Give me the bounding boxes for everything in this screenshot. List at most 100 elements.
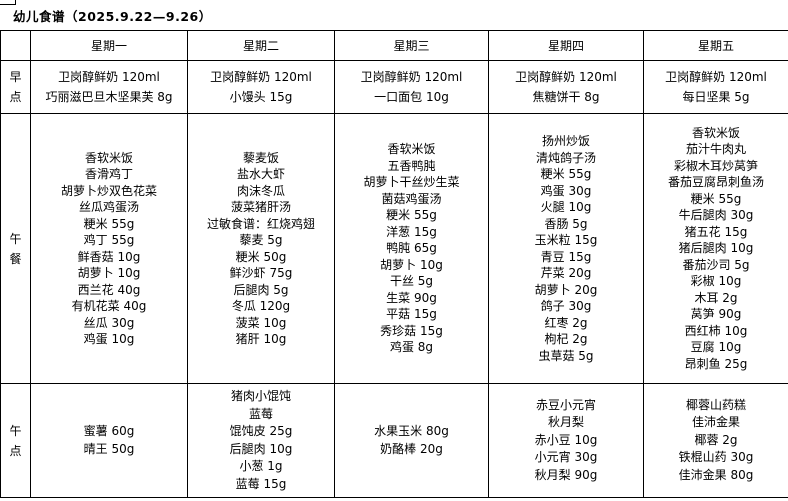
menu-item: 每日坚果 5g [682, 90, 750, 104]
menu-item: 彩椒 10g [690, 274, 742, 289]
menu-item: 秋月梨 [547, 415, 584, 430]
menu-item: 丝瓜鸡蛋汤 [78, 200, 139, 214]
menu-item: 胡萝卜炒双色花菜 [60, 183, 157, 198]
menu-cell-breakfast-day3: 卫岗醇鲜奶 120ml 一口面包 10g [334, 60, 489, 114]
menu-item: 小葱 1g [239, 459, 283, 473]
menu-item: 粳米 55g [386, 208, 437, 223]
menu-item: 铁棍山药 30g [678, 450, 754, 465]
menu-cell-snack-day2: 猪肉小馄饨 蓝莓 馄饨皮 25g 后腿肉 10g 小葱 1g 蓝莓 15g [187, 383, 335, 498]
row-label-snack: 午点 [0, 383, 31, 498]
menu-item: 胡萝卜干丝炒生菜 [363, 175, 460, 190]
menu-item: 蓝莓 [248, 406, 273, 421]
menu-item: 水果玉米 80g [374, 424, 449, 438]
menu-item: 佳沛金果 [691, 415, 740, 430]
day-header-5: 星期五 [643, 30, 788, 61]
menu-item: 平菇 15g [386, 307, 437, 322]
day-header-2: 星期二 [187, 30, 335, 61]
day-header-4: 星期四 [488, 30, 644, 61]
menu-item: 番茄沙司 5g [682, 257, 750, 272]
menu-item: 粳米 55g [83, 216, 135, 231]
menu-item: 茄汁牛肉丸 [685, 142, 746, 157]
menu-item: 肉沫冬瓜 [236, 183, 285, 198]
menu-item: 小馒头 15g [229, 90, 293, 104]
menu-cell-lunch-day4: 扬州炒饭清炖鸽子汤粳米 55g 鸡蛋 30g 火腿 10g 香肠 5g 玉米粒 15g 青… [488, 113, 644, 384]
menu-item: 有机花菜 40g [71, 299, 147, 313]
menu-item: 鸡蛋 30g [540, 183, 592, 198]
menu-item: 小元宵 30g [534, 450, 598, 465]
menu-item: 粳米 55g [690, 191, 742, 206]
menu-item: 菠菜 10g [235, 315, 287, 330]
menu-item: 猪肉小馄饨 [230, 389, 291, 403]
menu-item: 青豆 15g [540, 249, 592, 264]
menu-item: 焦糖饼干 8g [532, 90, 600, 104]
menu-item: 鲜沙虾 75g [229, 266, 293, 280]
menu-item: 猪后腿肉 10g [678, 241, 754, 256]
menu-item: 鸽子 30g [540, 299, 592, 313]
menu-item: 鲜香菇 10g [77, 249, 141, 264]
row-label-char: 早 [9, 70, 22, 84]
menu-item: 香软米饭 [84, 150, 133, 165]
menu-item: 红枣 2g [544, 315, 588, 330]
header-row: 星期一 星期二 星期三 星期四 星期五 [0, 30, 788, 61]
menu-item: 猪五花 15g [684, 224, 748, 239]
row-label-char: 午 [9, 231, 22, 246]
menu-item: 过敏食谱：红烧鸡翅 [206, 216, 315, 231]
menu-item: 番茄豆腐昂刺鱼汤 [667, 175, 764, 190]
menu-item: 彩椒木耳炒莴笋 [673, 158, 758, 173]
menu-row-breakfast: 早点 卫岗醇鲜奶 120ml 巧丽滋巴旦木坚果芙 8g 卫岗醇鲜奶 120ml 小馒头 … [0, 60, 788, 114]
menu-item: 枸杞 2g [544, 332, 588, 346]
menu-item: 粳米 50g [235, 249, 287, 264]
menu-item: 卫岗醇鲜奶 120ml [515, 70, 617, 84]
menu-cell-snack-day1: 蜜薯 60g 晴王 50g [30, 383, 188, 498]
menu-item: 西红柿 10g [684, 323, 748, 338]
menu-item: 香软米饭 [387, 142, 436, 157]
menu-item: 菠菜猪肝汤 [230, 200, 291, 214]
menu-cell-snack-day3: 水果玉米 80g 奶酪棒 20g [334, 383, 489, 498]
menu-item: 赤小豆 10g [534, 432, 598, 447]
menu-cell-breakfast-day1: 卫岗醇鲜奶 120ml 巧丽滋巴旦木坚果芙 8g [30, 60, 188, 114]
menu-item: 藜麦饭 [242, 150, 279, 165]
menu-item: 香软米饭 [691, 125, 740, 140]
menu-item: 晴王 50g [83, 441, 135, 456]
menu-item: 秀珍菇 15g [380, 323, 443, 338]
menu-cell-breakfast-day2: 卫岗醇鲜奶 120ml 小馒头 15g [187, 60, 335, 114]
menu-item: 盐水大虾 [236, 167, 285, 181]
menu-item: 后腿肉 5g [233, 282, 289, 297]
row-label-char: 午 [9, 423, 22, 438]
menu-item: 虫草菇 5g [538, 348, 594, 363]
menu-item: 奶酪棒 20g [380, 441, 443, 456]
day-header-3: 星期三 [334, 30, 489, 61]
menu-item: 鸡丁 55g [83, 233, 135, 247]
menu-item: 西兰花 40g [77, 282, 141, 297]
table-corner-artifact [0, 0, 16, 5]
menu-cell-lunch-day3: 香软米饭 五香鸭肫 胡萝卜干丝炒生菜 菌菇鸡蛋汤 粳米 55g 洋葱 15g 鸭肫 65g 胡… [334, 113, 489, 384]
menu-item: 木耳 2g [694, 290, 738, 305]
menu-item: 丝瓜 30g [83, 315, 135, 330]
menu-item: 火腿 10g [540, 200, 592, 214]
row-label-lunch: 午餐 [0, 113, 31, 384]
menu-item: 佳沛金果 80g [678, 467, 754, 482]
menu-item: 清炖鸽子汤 [535, 150, 596, 165]
menu-item: 鸭肫 65g [386, 241, 437, 256]
menu-item: 粳米 55g [540, 167, 592, 181]
menu-item: 菌菇鸡蛋汤 [381, 191, 442, 206]
menu-row-snack: 午点 蜜薯 60g 晴王 50g 猪肉小馄饨 蓝莓 馄饨皮 25g 后腿肉 10g 小葱 1g… [0, 383, 788, 498]
menu-item: 蜜薯 60g [83, 424, 135, 438]
menu-item: 卫岗醇鲜奶 120ml [210, 70, 312, 84]
page-title: 幼儿食谱（2025.9.22—9.26） [13, 9, 212, 24]
menu-item: 蓝莓 15g [235, 476, 287, 491]
menu-item: 五香鸭肫 [387, 158, 436, 173]
menu-cell-lunch-day5: 香软米饭 茄汁牛肉丸 彩椒木耳炒莴笋 番茄豆腐昂刺鱼汤 粳米 55g 牛后腿肉 30g 猪五… [643, 113, 788, 384]
menu-item: 生菜 90g [386, 290, 437, 305]
menu-cell-lunch-day2: 藜麦饭 盐水大虾 肉沫冬瓜 菠菜猪肝汤 过敏食谱：红烧鸡翅 藜麦 5g 粳米 50g 鲜沙虾 … [187, 113, 335, 384]
row-label-char: 点 [9, 90, 22, 104]
menu-item: 椰蓉山药糕 [685, 397, 746, 412]
menu-item: 鸡蛋 8g [389, 340, 434, 355]
menu-item: 一口面包 10g [374, 90, 449, 104]
menu-item: 巧丽滋巴旦木坚果芙 8g [45, 90, 173, 104]
row-label-breakfast: 早点 [0, 60, 31, 114]
corner-cell [0, 30, 31, 61]
menu-item: 香肠 5g [544, 216, 588, 231]
menu-item: 扬州炒饭 [541, 134, 590, 148]
menu-item: 玉米粒 15g [534, 233, 598, 247]
